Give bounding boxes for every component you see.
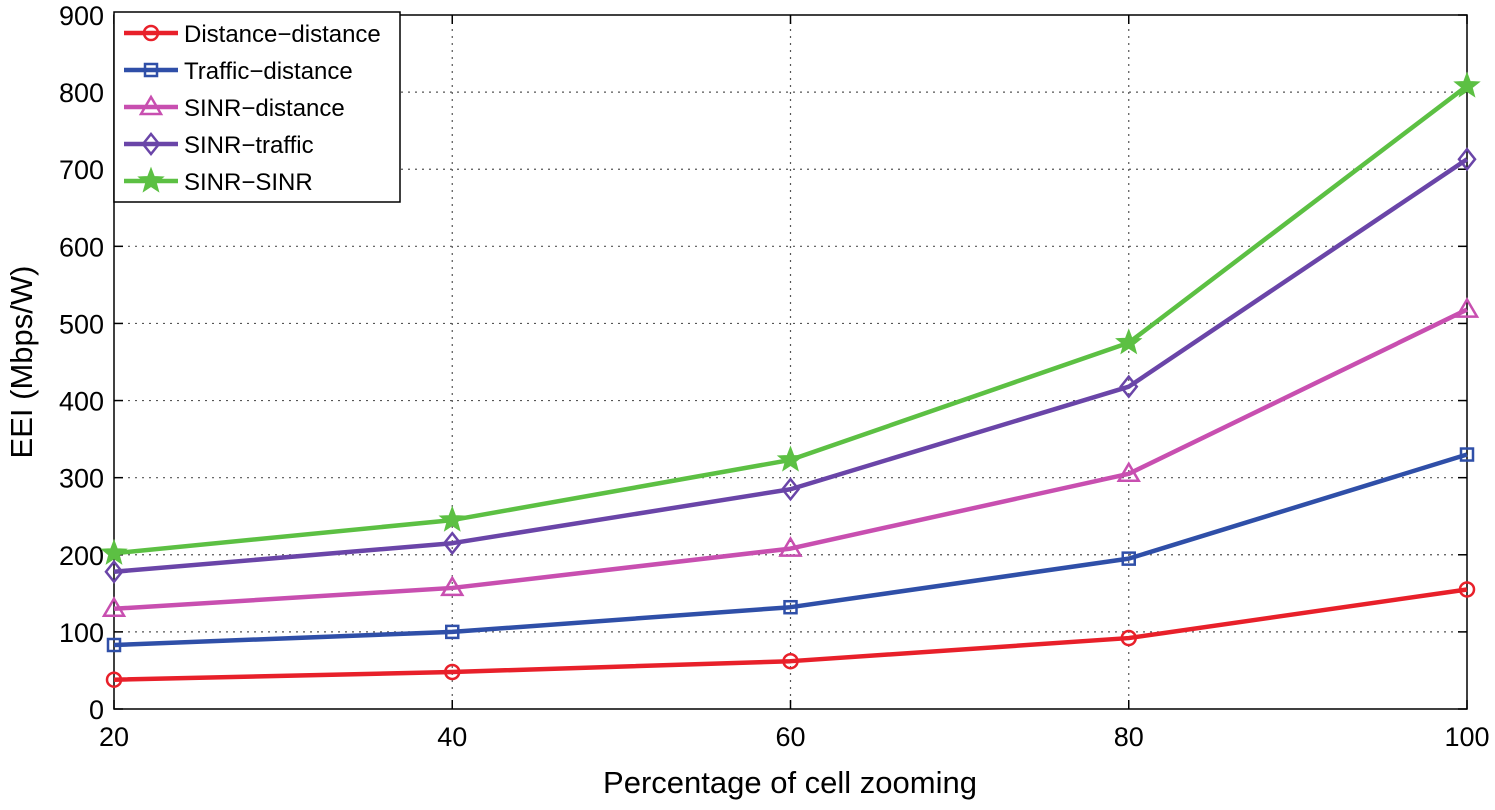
- y-tick-label: 600: [59, 232, 104, 262]
- y-tick-label: 200: [59, 541, 104, 571]
- x-tick-label: 100: [1444, 722, 1489, 752]
- data-point: [1453, 71, 1481, 98]
- y-tick-label: 100: [59, 618, 104, 648]
- data-point: [100, 538, 128, 565]
- x-axis-title: Percentage of cell zooming: [603, 765, 977, 800]
- y-tick-label: 700: [59, 155, 104, 185]
- y-tick-label: 300: [59, 464, 104, 494]
- series-group: [100, 71, 1481, 565]
- series-line: [113, 452, 1468, 648]
- data-point: [440, 575, 465, 597]
- legend-label: Distance−distance: [184, 21, 381, 48]
- data-point: [783, 599, 798, 615]
- legend-marker: [138, 94, 164, 116]
- data-point: [780, 477, 801, 502]
- data-point: [1121, 551, 1136, 566]
- legend-marker: [137, 166, 165, 193]
- legend-marker: [143, 62, 159, 78]
- series-group: [101, 297, 1480, 618]
- data-point: [438, 505, 466, 532]
- series-group: [104, 147, 1477, 584]
- legend-item: SINR−traffic: [124, 131, 314, 159]
- y-tick-label: 500: [59, 309, 104, 339]
- data-point: [444, 663, 461, 681]
- series-layer: [100, 71, 1481, 688]
- legend-marker: [141, 131, 161, 157]
- series-group: [106, 447, 1475, 653]
- legend-marker: [142, 24, 160, 42]
- legend-item: SINR−SINR: [124, 166, 313, 196]
- legend-item: SINR−distance: [124, 94, 345, 122]
- y-tick-label: 800: [59, 78, 104, 108]
- data-point: [1119, 374, 1139, 399]
- x-tick-label: 60: [775, 722, 805, 752]
- legend-label: SINR−traffic: [184, 132, 314, 159]
- data-point: [1120, 629, 1137, 647]
- series-line: [113, 587, 1468, 682]
- data-point: [101, 596, 127, 618]
- tick-layer: 20 40 60 80 100 0 100 200 300 400 500 600 700 800 900: [59, 1, 1490, 752]
- data-point: [1116, 461, 1141, 483]
- legend-label: SINR−distance: [184, 95, 345, 122]
- legend-item: Distance−distance: [124, 21, 381, 48]
- y-axis-title: EEI (Mbps/W): [4, 266, 39, 459]
- data-point: [1459, 447, 1475, 462]
- data-point: [778, 536, 803, 557]
- data-point: [1454, 297, 1480, 318]
- data-point: [106, 637, 122, 653]
- data-point: [445, 624, 460, 640]
- legend-items: Distance−distance Traffic−distance SINR−di…: [124, 21, 381, 196]
- x-tick-label: 40: [437, 722, 467, 752]
- y-tick-label: 900: [59, 1, 104, 31]
- x-tick-label: 80: [1114, 722, 1144, 752]
- data-point: [105, 671, 123, 688]
- legend-label: SINR−SINR: [184, 169, 313, 196]
- series-line: [113, 157, 1469, 574]
- data-point: [104, 559, 124, 584]
- x-tick-label: 20: [99, 722, 129, 752]
- legend-label: Traffic−distance: [184, 58, 353, 85]
- legend-item: Traffic−distance: [124, 58, 353, 85]
- data-point: [776, 445, 805, 472]
- data-point: [1115, 328, 1143, 355]
- data-point: [442, 531, 462, 556]
- y-tick-label: 0: [89, 695, 104, 725]
- y-tick-label: 400: [59, 387, 104, 417]
- data-point: [1457, 147, 1477, 172]
- series-line: [113, 307, 1468, 612]
- data-point: [782, 652, 799, 670]
- data-point: [1458, 581, 1476, 598]
- legend: Distance−distance Traffic−distance SINR−di…: [113, 11, 401, 203]
- series-group: [105, 581, 1476, 688]
